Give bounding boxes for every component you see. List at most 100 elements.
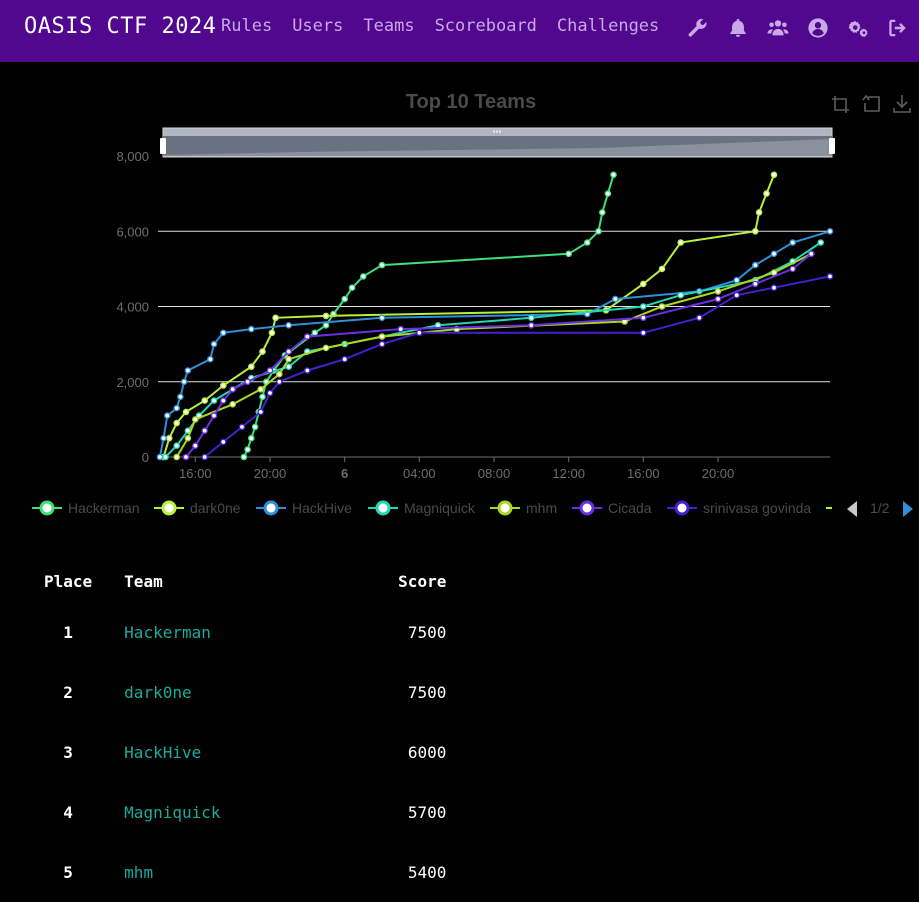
data-point[interactable] [808,250,815,258]
data-point[interactable] [770,171,778,179]
data-point[interactable] [184,367,192,374]
legend-item[interactable]: dark0ne [154,500,241,516]
data-point[interactable] [733,291,741,299]
wrench-icon[interactable] [685,16,711,40]
series-dark0ne[interactable] [160,171,778,461]
data-point[interactable] [173,419,180,427]
data-point[interactable] [752,227,759,235]
legend-item[interactable]: HackHive [256,500,352,516]
data-point[interactable] [789,265,797,273]
data-point[interactable] [599,209,606,216]
cogs-icon[interactable] [845,16,871,40]
data-point[interactable] [341,355,349,363]
data-point[interactable] [359,273,367,280]
data-point[interactable] [677,239,685,246]
data-point[interactable] [219,397,227,404]
users-icon[interactable] [765,16,791,40]
data-point[interactable] [322,321,330,329]
data-point[interactable] [763,190,770,197]
legend-item[interactable]: Cicada [572,500,652,516]
data-point[interactable] [640,303,647,310]
nav-link-scoreboard[interactable]: Scoreboard [434,16,537,36]
data-point[interactable] [640,314,647,322]
legend-item[interactable]: srinivasa govinda [667,500,811,516]
team-link[interactable]: HackHive [124,742,202,762]
data-point[interactable] [201,427,208,435]
legend-item[interactable]: Hackerman [32,500,140,516]
data-point[interactable] [770,284,778,292]
data-point[interactable] [240,453,248,461]
data-point[interactable] [285,321,293,329]
data-point[interactable] [584,239,591,246]
data-point[interactable] [733,276,741,284]
data-point[interactable] [595,227,602,235]
data-point[interactable] [826,273,834,280]
chart-datazoom-slider[interactable] [160,127,835,158]
data-point[interactable] [160,434,167,442]
data-point[interactable] [275,378,283,386]
legend-item[interactable]: mhm [490,500,557,516]
datazoom-left-handle[interactable] [160,138,166,154]
data-point[interactable] [210,397,218,404]
data-point[interactable] [229,385,236,393]
data-point[interactable] [604,190,612,197]
data-point[interactable] [247,363,255,371]
data-point[interactable] [210,412,218,419]
data-point[interactable] [378,333,386,340]
sign-out-icon[interactable] [885,16,911,40]
data-point[interactable] [378,261,386,269]
data-point[interactable] [275,370,283,378]
data-point[interactable] [612,295,619,303]
data-point[interactable] [257,385,265,393]
data-point[interactable] [163,412,171,419]
data-point[interactable] [182,408,190,416]
data-point[interactable] [156,453,164,461]
nav-link-users[interactable]: Users [292,16,344,36]
data-point[interactable] [528,314,535,322]
data-point[interactable] [229,400,236,408]
team-link[interactable]: mhm [124,862,154,882]
data-point[interactable] [184,434,192,442]
data-point[interactable] [173,442,180,450]
data-point[interactable] [180,378,188,386]
data-point[interactable] [191,416,199,423]
data-point[interactable] [266,389,274,397]
data-point[interactable] [201,397,208,404]
data-point[interactable] [219,382,227,389]
data-point[interactable] [789,239,797,246]
zoom-icon[interactable] [830,93,852,115]
data-point[interactable] [206,355,214,363]
data-point[interactable] [311,329,319,337]
data-point[interactable] [640,329,647,337]
series-hackerman[interactable] [240,171,617,461]
data-point[interactable] [303,333,311,340]
restore-icon[interactable] [861,93,883,115]
data-point[interactable] [322,344,330,352]
data-point[interactable] [177,393,184,401]
data-point[interactable] [752,261,759,269]
user-circle-icon[interactable] [805,16,831,40]
data-point[interactable] [752,280,759,288]
datazoom-right-handle[interactable] [829,138,835,154]
data-point[interactable] [714,288,722,295]
data-point[interactable] [244,446,251,453]
legend-item[interactable]: Magniquick [368,500,476,516]
data-point[interactable] [565,250,573,258]
legend-next-icon[interactable] [903,501,913,517]
data-point[interactable] [173,453,180,461]
legend-prev-icon[interactable] [847,501,857,517]
data-point[interactable] [219,438,227,446]
data-point[interactable] [251,423,259,431]
data-point[interactable] [397,325,405,333]
series-mhm[interactable] [173,250,815,461]
data-point[interactable] [272,314,279,322]
data-point[interactable] [658,303,666,310]
nav-link-challenges[interactable]: Challenges [556,16,660,36]
data-point[interactable] [415,329,423,337]
data-point[interactable] [165,434,173,442]
data-point[interactable] [378,340,386,348]
data-point[interactable] [259,393,266,401]
nav-link-rules[interactable]: Rules [221,16,273,36]
data-point[interactable] [244,378,251,386]
data-point[interactable] [247,434,255,442]
